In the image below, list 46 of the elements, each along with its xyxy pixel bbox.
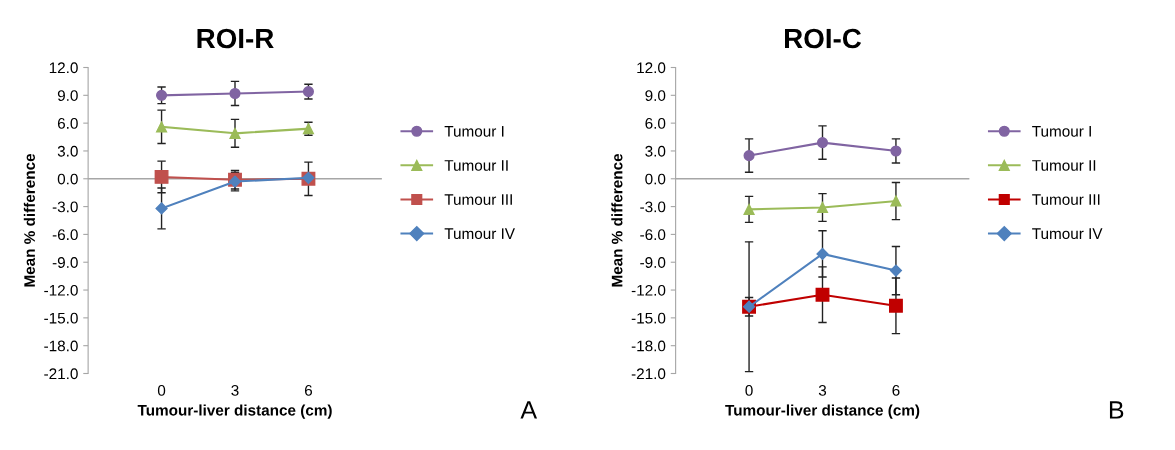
y-tick-label: 9.0: [645, 90, 666, 101]
y-tick-label: 3.0: [645, 145, 666, 157]
legend-label: Tumour I: [1032, 126, 1091, 137]
y-tick-label: 0.0: [645, 173, 666, 185]
legend-label: Tumour III: [444, 194, 512, 205]
y-tick-label: -6.0: [640, 229, 666, 241]
legend-label: Tumour IV: [444, 228, 515, 240]
y-tick-label: -12.0: [631, 284, 666, 296]
legend-label: Tumour III: [1032, 194, 1100, 205]
y-tick-label: -18.0: [631, 340, 666, 352]
x-tick-label: 0: [745, 385, 753, 396]
y-tick-label: 6.0: [57, 118, 78, 129]
y-tick-label: -21.0: [44, 368, 78, 380]
chart-title: ROI-C: [785, 28, 862, 49]
y-tick-label: -21.0: [631, 368, 666, 380]
y-tick-label: 0.0: [57, 173, 78, 185]
legend-label: Tumour II: [1032, 160, 1096, 171]
y-tick-label: -9.0: [52, 257, 78, 268]
x-axis-title: Tumour-liver distance (cm): [725, 404, 920, 419]
x-tick-label: 3: [231, 385, 239, 396]
x-tick-label: 3: [818, 385, 827, 396]
text: A: [520, 401, 538, 419]
y-tick-label: -3.0: [52, 201, 78, 213]
y-tick-label: -15.0: [631, 312, 666, 324]
y-tick-label: -12.0: [44, 284, 78, 296]
x-axis-title: Tumour-liver distance (cm): [137, 404, 332, 419]
y-tick-label: -18.0: [44, 340, 78, 352]
y-tick-label: 6.0: [645, 118, 666, 129]
y-tick-label: 9.0: [57, 90, 78, 101]
legend-label: Tumour IV: [1032, 228, 1103, 240]
legend-label: Tumour II: [444, 160, 508, 171]
chart-title: ROI-R: [197, 28, 274, 49]
x-tick-label: 6: [892, 385, 900, 396]
y-tick-label: -9.0: [640, 257, 666, 268]
y-tick-label: -15.0: [44, 312, 78, 324]
y-tick-label: 12.0: [637, 62, 666, 74]
y-axis-title: Mean % difference: [23, 153, 36, 287]
y-tick-label: -3.0: [640, 201, 666, 213]
y-tick-label: 12.0: [49, 62, 78, 74]
y-tick-label: 3.0: [57, 145, 78, 157]
text: B: [1109, 401, 1124, 419]
y-axis-title: Mean % difference: [611, 153, 623, 287]
legend-label: Tumour I: [444, 126, 504, 137]
x-tick-label: 0: [157, 385, 166, 396]
y-tick-label: -6.0: [52, 229, 78, 241]
x-tick-label: 6: [304, 385, 313, 396]
